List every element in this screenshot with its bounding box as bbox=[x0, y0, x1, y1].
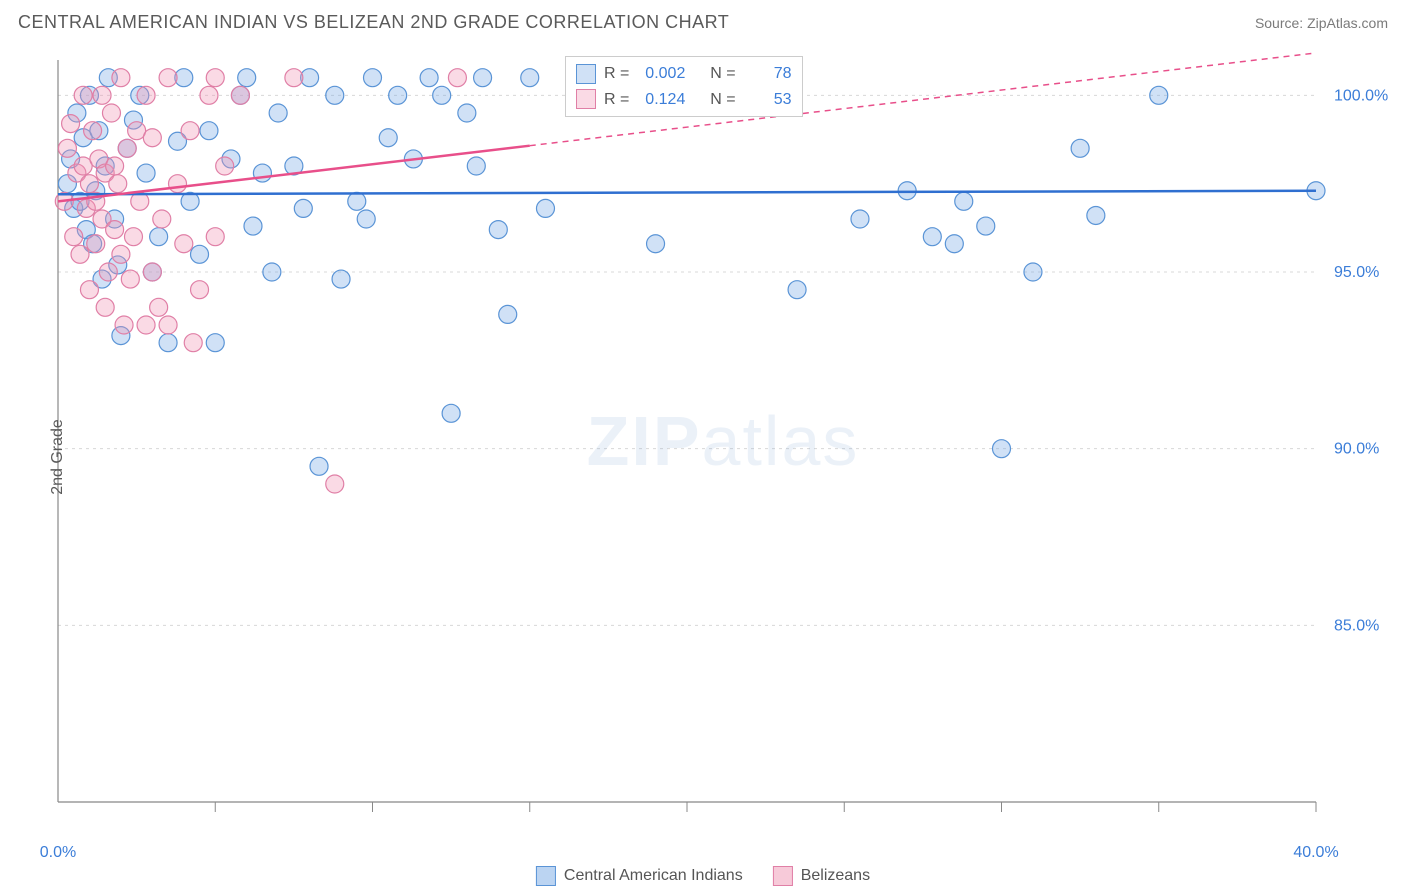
scatter-plot: 85.0% 90.0% 95.0% 100.0% bbox=[50, 52, 1396, 862]
r-value: 0.002 bbox=[637, 61, 685, 87]
legend-label: Belizeans bbox=[801, 867, 870, 885]
x-max-label: 40.0% bbox=[1293, 844, 1338, 862]
n-label: N = bbox=[710, 61, 735, 87]
stats-legend-box: R = 0.002 N = 78 R = 0.124 N = 53 bbox=[565, 56, 803, 117]
source-attribution: Source: ZipAtlas.com bbox=[1255, 15, 1388, 31]
series-swatch bbox=[576, 89, 596, 109]
stats-row: R = 0.002 N = 78 bbox=[576, 61, 792, 87]
r-value: 0.124 bbox=[637, 87, 685, 113]
svg-text:95.0%: 95.0% bbox=[1334, 264, 1379, 281]
bottom-legend: Central American Indians Belizeans bbox=[536, 866, 870, 886]
svg-text:90.0%: 90.0% bbox=[1334, 441, 1379, 458]
y-axis-label: 2nd Grade bbox=[49, 419, 67, 495]
legend-swatch bbox=[536, 866, 556, 886]
x-axis-end-labels: 0.0% 40.0% bbox=[0, 844, 1406, 864]
series-swatch bbox=[576, 64, 596, 84]
stats-row: R = 0.124 N = 53 bbox=[576, 87, 792, 113]
x-min-label: 0.0% bbox=[40, 844, 76, 862]
n-value: 53 bbox=[744, 87, 792, 113]
chart-title: CENTRAL AMERICAN INDIAN VS BELIZEAN 2ND … bbox=[18, 12, 729, 33]
chart-area: 2nd Grade 85.0%90.0%95.0%100.0% ZIPatlas bbox=[50, 52, 1396, 862]
n-value: 78 bbox=[744, 61, 792, 87]
legend-label: Central American Indians bbox=[564, 867, 743, 885]
r-label: R = bbox=[604, 61, 629, 87]
r-label: R = bbox=[604, 87, 629, 113]
legend-swatch bbox=[773, 866, 793, 886]
legend-item: Central American Indians bbox=[536, 866, 743, 886]
n-label: N = bbox=[710, 87, 735, 113]
svg-text:85.0%: 85.0% bbox=[1334, 617, 1379, 634]
legend-item: Belizeans bbox=[773, 866, 870, 886]
svg-text:100.0%: 100.0% bbox=[1334, 87, 1388, 104]
